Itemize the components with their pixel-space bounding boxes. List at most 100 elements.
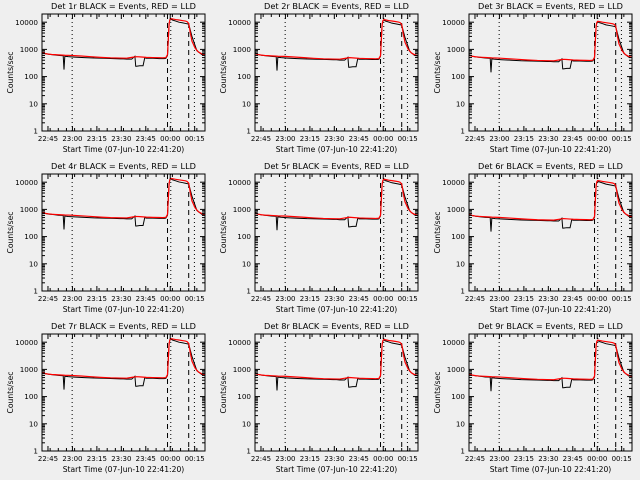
xtick-label: 00:15 — [611, 295, 631, 303]
xtick-label: 00:00 — [373, 455, 393, 463]
series-events — [255, 179, 419, 231]
panel-title: Det 8r BLACK = Events, RED = LLD — [264, 321, 409, 331]
panel-title: Det 3r BLACK = Events, RED = LLD — [478, 1, 623, 11]
ytick-label: 100 — [238, 232, 252, 241]
ytick-label: 1 — [33, 447, 38, 456]
xtick-label: 23:00 — [276, 135, 296, 143]
xtick-label: 00:15 — [185, 295, 205, 303]
xtick-label: 00:15 — [398, 135, 418, 143]
xtick-label: 23:30 — [111, 455, 131, 463]
ytick-label: 1 — [247, 287, 252, 296]
plot-panel-det-2r: Det 2r BLACK = Events, RED = LLD 1 10 100 10… — [213, 0, 427, 160]
ytick-label: 1 — [460, 287, 465, 296]
ytick-label: 1 — [460, 127, 465, 136]
ytick-label: 10 — [242, 259, 252, 268]
ytick-label: 10 — [29, 99, 39, 108]
series-lld — [255, 338, 419, 380]
plot-panel-det-9r: Det 9r BLACK = Events, RED = LLD 1 10 100 10… — [426, 320, 640, 480]
panel-title: Det 9r BLACK = Events, RED = LLD — [478, 321, 623, 331]
ytick-label: 100 — [451, 392, 465, 401]
y-axis-label: Counts/sec — [433, 212, 442, 254]
xtick-label: 22:45 — [38, 455, 58, 463]
xtick-label: 23:30 — [111, 295, 131, 303]
x-axis-label: Start Time (07-Jun-10 22:41:20) — [489, 465, 611, 474]
ytick-label: 10000 — [228, 178, 251, 187]
ytick-label: 100 — [24, 232, 38, 241]
xtick-label: 23:00 — [489, 455, 509, 463]
plot-panel-det-5r: Det 5r BLACK = Events, RED = LLD 1 10 100 10… — [213, 160, 427, 320]
xtick-label: 23:30 — [111, 135, 131, 143]
series-lld — [41, 337, 206, 379]
series-events — [255, 339, 419, 391]
xtick-label: 23:15 — [87, 455, 107, 463]
series-lld — [255, 18, 419, 60]
xtick-label: 00:15 — [611, 455, 631, 463]
xtick-label: 23:30 — [538, 455, 558, 463]
xtick-label: 22:45 — [251, 135, 271, 143]
xtick-label: 23:15 — [513, 455, 533, 463]
ytick-label: 1000 — [233, 365, 252, 374]
x-axis-label: Start Time (07-Jun-10 22:41:20) — [276, 145, 398, 154]
ytick-label: 1000 — [446, 45, 465, 54]
series-lld — [255, 178, 419, 220]
ytick-label: 10000 — [442, 18, 465, 27]
y-axis-label: Counts/sec — [219, 372, 228, 414]
xtick-label: 23:00 — [276, 295, 296, 303]
xtick-label: 23:15 — [300, 295, 320, 303]
xtick-label: 23:00 — [62, 455, 82, 463]
ytick-label: 1000 — [233, 45, 252, 54]
xtick-label: 22:45 — [38, 295, 58, 303]
y-axis-label: Counts/sec — [6, 52, 15, 94]
xtick-label: 00:00 — [160, 455, 180, 463]
y-axis-label: Counts/sec — [6, 212, 15, 254]
xtick-label: 23:45 — [562, 455, 582, 463]
x-axis-label: Start Time (07-Jun-10 22:41:20) — [63, 465, 185, 474]
ytick-label: 100 — [238, 392, 252, 401]
xtick-label: 23:45 — [349, 455, 369, 463]
xtick-label: 23:15 — [513, 135, 533, 143]
xtick-label: 22:45 — [465, 295, 485, 303]
xtick-label: 23:30 — [325, 455, 345, 463]
xtick-label: 23:00 — [62, 135, 82, 143]
ytick-label: 10000 — [15, 178, 38, 187]
xtick-label: 23:15 — [300, 135, 320, 143]
xtick-label: 23:45 — [136, 455, 156, 463]
series-events — [468, 180, 632, 232]
ytick-label: 10 — [242, 99, 252, 108]
ytick-label: 1000 — [20, 45, 39, 54]
x-axis-label: Start Time (07-Jun-10 22:41:20) — [63, 305, 185, 314]
xtick-label: 00:00 — [373, 295, 393, 303]
ytick-label: 10000 — [228, 18, 251, 27]
xtick-label: 00:00 — [373, 135, 393, 143]
x-axis-label: Start Time (07-Jun-10 22:41:20) — [489, 305, 611, 314]
ytick-label: 10000 — [15, 338, 38, 347]
xtick-label: 22:45 — [38, 135, 58, 143]
ytick-label: 10000 — [442, 178, 465, 187]
panel-background — [213, 160, 427, 320]
series-events — [41, 338, 206, 390]
ytick-label: 100 — [451, 72, 465, 81]
xtick-label: 23:45 — [136, 295, 156, 303]
xtick-label: 23:45 — [562, 135, 582, 143]
y-axis-label: Counts/sec — [219, 212, 228, 254]
series-events — [41, 178, 206, 230]
y-axis-label: Counts/sec — [433, 372, 442, 414]
panel-title: Det 4r BLACK = Events, RED = LLD — [51, 161, 196, 171]
panel-background — [0, 160, 213, 320]
ytick-label: 1 — [33, 127, 38, 136]
panel-title: Det 1r BLACK = Events, RED = LLD — [51, 1, 196, 11]
panel-title: Det 2r BLACK = Events, RED = LLD — [264, 1, 409, 11]
xtick-label: 00:00 — [587, 135, 607, 143]
ytick-label: 10 — [242, 419, 252, 428]
ytick-label: 10 — [456, 419, 466, 428]
xtick-label: 22:45 — [465, 455, 485, 463]
series-events — [468, 21, 632, 73]
x-axis-label: Start Time (07-Jun-10 22:41:20) — [489, 145, 611, 154]
ytick-label: 10 — [456, 259, 466, 268]
ytick-label: 10000 — [442, 338, 465, 347]
ytick-label: 1000 — [20, 365, 39, 374]
panel-title: Det 6r BLACK = Events, RED = LLD — [478, 161, 623, 171]
xtick-label: 22:45 — [251, 455, 271, 463]
y-axis-label: Counts/sec — [6, 372, 15, 414]
panel-title: Det 7r BLACK = Events, RED = LLD — [51, 321, 196, 331]
